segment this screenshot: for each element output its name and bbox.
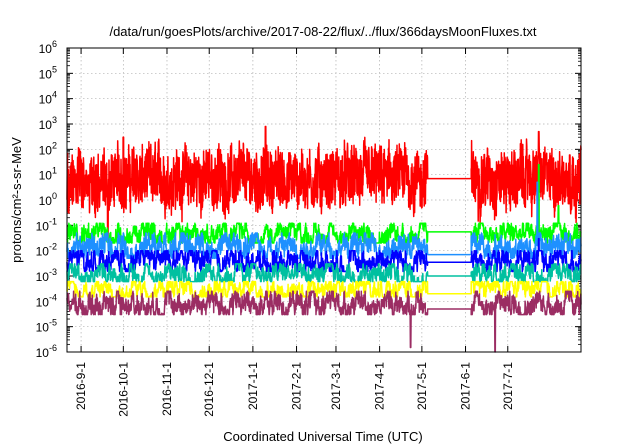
y-tick-label: 10-2 [36,242,57,259]
y-tick-label: 103 [39,115,57,132]
x-tick-label: 2017-7-1 [501,362,515,410]
y-tick-label: 10-3 [36,267,57,284]
series-line [66,125,582,240]
y-tick-label: 100 [39,191,57,208]
y-tick-label: 106 [39,39,57,56]
y-axis-label-text: protons/cm²-s-sr-MeV [9,137,24,263]
y-tick-label: 102 [39,140,57,157]
x-tick-label: 2016-10-1 [116,362,130,417]
x-tick-label: 2017-3-1 [329,362,343,410]
x-axis-label: Coordinated Universal Time (UTC) [223,429,422,444]
chart-title: /data/run/goesPlots/archive/2017-08-22/f… [109,24,536,39]
x-tick-label: 2017-1-1 [246,362,260,410]
x-tick-label: 2017-4-1 [373,362,387,410]
series-line [66,237,582,273]
y-axis-label: protons/cm²-s-sr-MeV [9,137,24,263]
x-tick-label: 2017-6-1 [459,362,473,410]
y-tick-label: 101 [39,166,57,183]
y-tick-label: 10-5 [36,318,57,335]
x-tick-label: 2017-5-1 [415,362,429,410]
series-line [66,263,582,283]
y-tick-label: 10-6 [36,343,57,360]
plot-border [66,47,582,353]
y-tick-label: 10-4 [36,292,57,309]
y-tick-label: 10-1 [36,216,57,233]
plot-area: 10-6 10-5 10-4 10-3 10-2 10-1 100 101 102 103 104 1… [36,39,582,417]
series-line [66,290,582,353]
series-line [66,280,582,298]
x-tick-label: 2016-9-1 [74,362,88,410]
x-tick-label: 2017-2-1 [290,362,304,410]
y-tick-label: 104 [39,90,57,107]
y-tick-label: 105 [39,64,57,81]
x-tick-label: 2016-11-1 [160,362,174,416]
x-tick-label: 2016-12-1 [202,362,216,417]
